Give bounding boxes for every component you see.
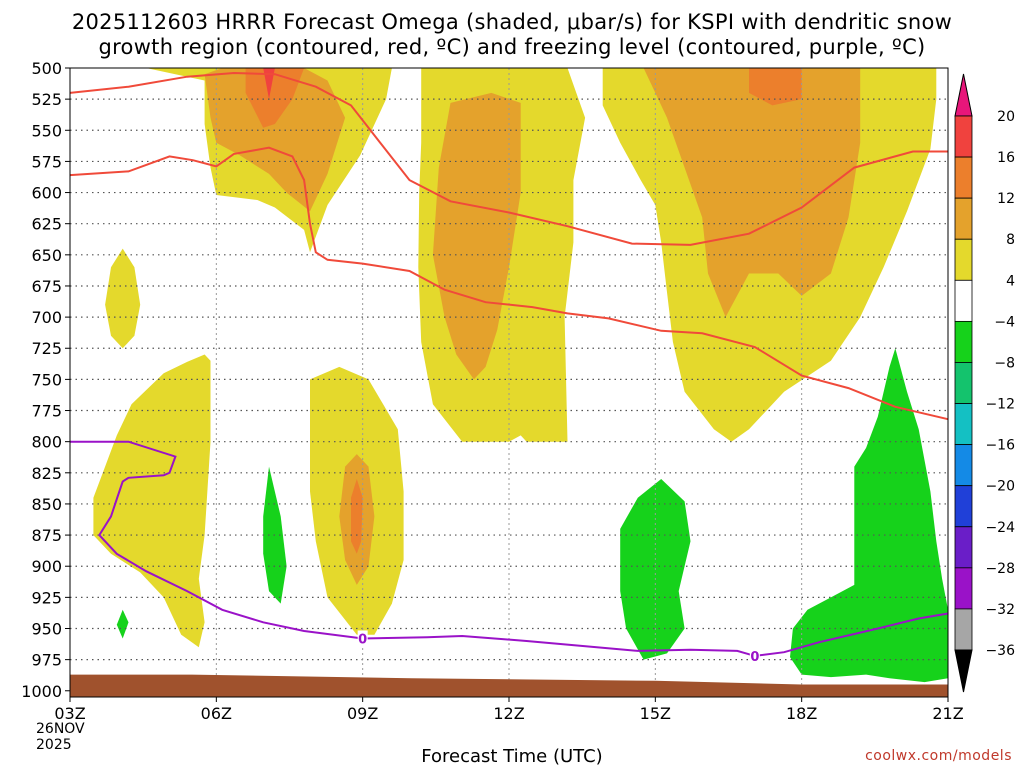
colorbar-bin [954,485,973,528]
credit-text: coolwx.com/models [865,748,1012,764]
colorbar-bin [954,567,973,610]
colorbar-bin [954,526,973,569]
colorbar-tick-label: 20 [997,109,1015,125]
colorbar-tick-label: −16 [985,438,1015,454]
contours: 00 [69,71,949,665]
omega-region [245,68,305,128]
colorbar-tick-label: −24 [985,520,1015,536]
y-tick-label: 775 [31,402,62,421]
dgz-contour-line [69,146,949,421]
x-tick-label: 09Z [347,704,378,723]
y-tick-label: 575 [31,152,62,171]
omega-region [116,609,129,639]
colorbar-bin [954,608,973,651]
freezing-level-label: 0 [750,650,759,665]
omega-region [351,479,363,554]
colorbar-bin [954,320,973,363]
y-tick-label: 725 [31,339,62,358]
y-tick-label: 625 [31,215,62,234]
omega-shading [93,68,948,683]
freezing-label-bg [749,647,760,664]
colorbar-bin [954,362,973,404]
colorbar-tick-label: 8 [1006,232,1015,248]
colorbar-tick-label: −4 [994,314,1015,330]
terrain-fill [70,674,948,697]
x-tick-label: 03Z [54,704,85,723]
y-tick-label: 525 [31,90,62,109]
colorbar-bin [954,156,973,199]
x-tick-label: 21Z [932,704,963,723]
colorbar-tick-label: −12 [985,397,1015,413]
y-tick-label: 1000 [21,682,62,701]
y-tick-label: 650 [31,246,62,265]
colorbar-bin [954,444,973,487]
dgz-contour-line [69,71,948,246]
y-tick-label: 600 [31,184,62,203]
chart-title-line2: growth region (contoured, red, ºC) and f… [98,35,926,59]
y-tick-label: 800 [31,433,62,452]
omega-region [432,92,521,380]
colorbar-tick-label: −8 [994,355,1015,371]
freezing-label-bg [357,630,368,647]
axes: 500 525 550 575 600 625 650 675 700 725 750 775 800 8… [21,59,963,723]
x-tick-label: 12Z [493,704,524,723]
y-tick-label: 675 [31,277,62,296]
colorbar-bin [954,238,973,281]
colorbar-top-triangle [954,73,973,117]
colorbar-tick-label: 16 [997,150,1015,166]
y-tick-label: 750 [31,370,62,389]
y-tick-label: 975 [31,651,62,670]
y-tick-label: 900 [31,557,62,576]
colorbar-bin [954,115,973,158]
colorbar-tick-label: 12 [997,191,1015,207]
x-axis-label: Forecast Time (UTC) [421,746,603,767]
chart-title-line1: 2025112603 HRRR Forecast Omega (shaded, … [71,10,953,34]
y-tick-label: 850 [31,495,62,514]
omega-region [263,68,275,100]
omega-region [790,348,948,683]
colorbar-bin [954,197,973,240]
date-label-day: 26NOV [36,721,85,737]
colorbar-tick-label: −28 [985,561,1015,577]
x-tick-label: 15Z [640,704,671,723]
omega-region [93,354,211,648]
y-tick-label: 500 [31,59,62,78]
y-tick-label: 950 [31,619,62,638]
colorbar-tick-label: −20 [985,479,1015,495]
colorbar-bin [954,279,973,322]
y-tick-label: 550 [31,121,62,140]
x-tick-label: 06Z [201,704,232,723]
y-tick-label: 875 [31,526,62,545]
y-tick-label: 700 [31,308,62,327]
date-label-year: 2025 [36,737,72,753]
colorbar-tick-label: 4 [1006,273,1015,289]
colorbar-bin [954,403,973,446]
gridlines [70,68,948,697]
colorbar-tick-label: −32 [985,602,1015,618]
omega-region [105,248,141,349]
omega-region [204,68,346,212]
terrain [70,674,948,697]
omega-region [749,68,802,106]
y-tick-label: 925 [31,588,62,607]
y-tick-label: 825 [31,464,62,483]
colorbar-bottom-triangle [954,649,973,693]
freezing-level-label: 0 [358,632,367,647]
colorbar: 20 16 12 8 4 −4 −8 −12 −16 −20 −24 −28 −32 −36 [954,73,1015,693]
x-tick-label: 18Z [786,704,817,723]
colorbar-tick-label: −36 [985,643,1015,659]
